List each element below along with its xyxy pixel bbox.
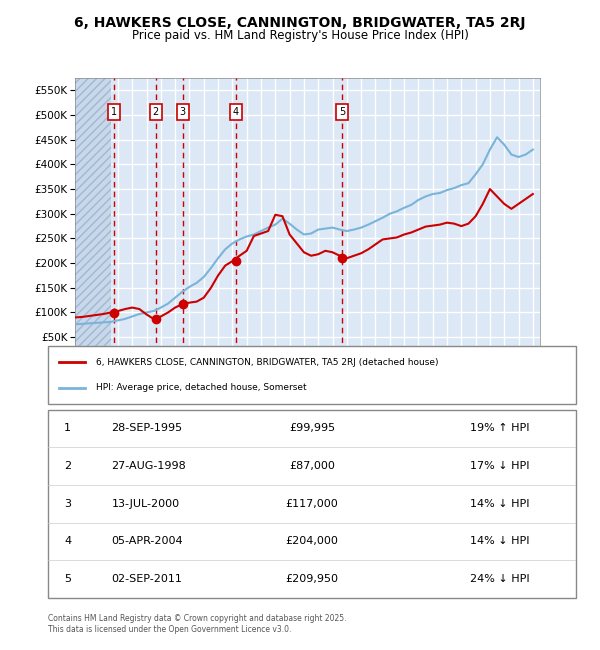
Text: £204,000: £204,000	[286, 536, 338, 547]
Text: 28-SEP-1995: 28-SEP-1995	[112, 423, 182, 434]
Text: 3: 3	[64, 499, 71, 509]
FancyBboxPatch shape	[53, 530, 82, 552]
Text: 14% ↓ HPI: 14% ↓ HPI	[470, 499, 530, 509]
Text: 2: 2	[64, 461, 71, 471]
Text: 5: 5	[339, 107, 345, 117]
FancyBboxPatch shape	[48, 346, 576, 404]
Text: 2: 2	[153, 107, 159, 117]
Text: 3: 3	[179, 107, 186, 117]
Text: 17% ↓ HPI: 17% ↓ HPI	[470, 461, 530, 471]
Text: £117,000: £117,000	[286, 499, 338, 509]
Text: 1: 1	[64, 423, 71, 434]
Text: 6, HAWKERS CLOSE, CANNINGTON, BRIDGWATER, TA5 2RJ: 6, HAWKERS CLOSE, CANNINGTON, BRIDGWATER…	[74, 16, 526, 31]
FancyBboxPatch shape	[53, 493, 82, 515]
Text: Contains HM Land Registry data © Crown copyright and database right 2025.
This d: Contains HM Land Registry data © Crown c…	[48, 614, 347, 634]
Text: 02-SEP-2011: 02-SEP-2011	[112, 574, 182, 584]
Text: 14% ↓ HPI: 14% ↓ HPI	[470, 536, 530, 547]
Text: 27-AUG-1998: 27-AUG-1998	[112, 461, 186, 471]
Text: £209,950: £209,950	[286, 574, 338, 584]
Text: 1: 1	[111, 107, 117, 117]
Text: 4: 4	[233, 107, 239, 117]
Text: 13-JUL-2000: 13-JUL-2000	[112, 499, 179, 509]
Text: 6, HAWKERS CLOSE, CANNINGTON, BRIDGWATER, TA5 2RJ (detached house): 6, HAWKERS CLOSE, CANNINGTON, BRIDGWATER…	[95, 358, 438, 367]
FancyBboxPatch shape	[48, 410, 576, 598]
FancyBboxPatch shape	[53, 417, 82, 439]
Text: Price paid vs. HM Land Registry's House Price Index (HPI): Price paid vs. HM Land Registry's House …	[131, 29, 469, 42]
Text: 19% ↑ HPI: 19% ↑ HPI	[470, 423, 530, 434]
Text: £87,000: £87,000	[289, 461, 335, 471]
Bar	[75, 78, 111, 362]
Text: HPI: Average price, detached house, Somerset: HPI: Average price, detached house, Some…	[95, 384, 306, 393]
Text: 05-APR-2004: 05-APR-2004	[112, 536, 183, 547]
FancyBboxPatch shape	[53, 568, 82, 590]
FancyBboxPatch shape	[53, 455, 82, 477]
Text: 4: 4	[64, 536, 71, 547]
Text: £99,995: £99,995	[289, 423, 335, 434]
Text: 24% ↓ HPI: 24% ↓ HPI	[470, 574, 530, 584]
Text: 5: 5	[64, 574, 71, 584]
